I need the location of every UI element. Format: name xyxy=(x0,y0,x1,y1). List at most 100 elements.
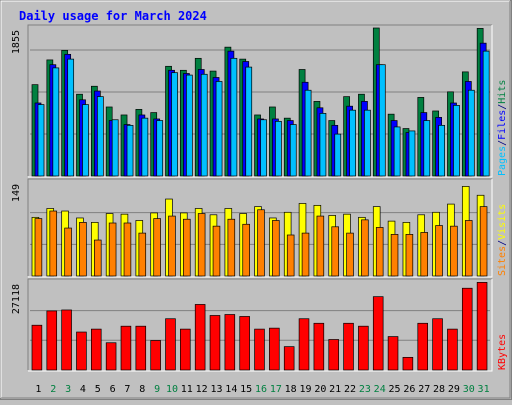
bar-pages-day-23 xyxy=(364,109,371,177)
bar-pages-day-30 xyxy=(467,89,475,177)
bar-pages-day-14 xyxy=(230,57,238,177)
day-label-10: 10 xyxy=(166,384,178,395)
day-label-12: 12 xyxy=(196,384,208,395)
bar-sites-day-5 xyxy=(94,239,102,277)
outer-bevel-dark xyxy=(1,1,511,399)
bar-kbytes-day-26 xyxy=(402,356,414,371)
bar-pages-day-22 xyxy=(349,109,356,177)
legend-part-: / xyxy=(497,104,508,110)
bar-kbytes-day-10 xyxy=(165,318,176,371)
bar-kbytes-day-6 xyxy=(105,342,117,371)
day-label-5: 5 xyxy=(95,384,101,395)
panel-hits-files-pages-ymax-label: 1855 xyxy=(11,30,22,54)
bar-kbytes-day-19 xyxy=(298,318,310,371)
day-label-24: 24 xyxy=(374,384,386,395)
day-label-9: 9 xyxy=(154,384,160,395)
bar-sites-day-16 xyxy=(257,209,265,277)
legend-part-hits: Hits xyxy=(497,80,508,104)
day-label-1: 1 xyxy=(35,384,41,395)
bar-sites-day-17 xyxy=(272,220,280,277)
bar-pages-day-29 xyxy=(453,105,460,177)
bar-pages-day-16 xyxy=(260,119,267,177)
bar-kbytes-day-2 xyxy=(46,310,58,371)
panel-visits-sites-bevel-dark xyxy=(27,178,492,276)
bar-pages-day-12 xyxy=(200,73,208,177)
panel-hits-files-pages-bevel-light xyxy=(28,25,493,178)
day-label-7: 7 xyxy=(124,384,130,395)
legend-part-visits: Visits xyxy=(497,204,508,240)
panel-hits-files-pages-legend-label: Pages/Files/Hits xyxy=(497,80,508,176)
bar-sites-day-31 xyxy=(479,206,488,277)
bar-kbytes-day-31 xyxy=(476,282,488,371)
bar-kbytes-day-8 xyxy=(135,325,147,371)
bar-sites-day-22 xyxy=(346,232,354,277)
bar-kbytes-day-9 xyxy=(150,340,161,371)
bar-sites-day-4 xyxy=(79,222,87,277)
day-label-28: 28 xyxy=(433,384,445,395)
bar-sites-day-14 xyxy=(227,218,236,277)
bar-sites-day-8 xyxy=(138,232,147,277)
legend-part-files: Files xyxy=(497,110,508,140)
bar-sites-day-12 xyxy=(197,213,206,277)
panel-hits-files-pages-bevel-dark xyxy=(27,24,492,176)
bar-kbytes-day-12 xyxy=(194,304,206,371)
bar-kbytes-day-25 xyxy=(387,336,399,371)
bar-sites-day-30 xyxy=(464,220,473,277)
bar-kbytes-day-29 xyxy=(447,328,458,371)
bar-pages-day-1 xyxy=(37,104,45,177)
bar-pages-day-4 xyxy=(82,104,89,177)
day-label-30: 30 xyxy=(463,384,475,395)
bar-sites-day-13 xyxy=(212,225,221,277)
bar-pages-day-7 xyxy=(126,124,134,177)
bar-sites-day-20 xyxy=(316,215,325,277)
bar-sites-day-27 xyxy=(420,232,428,277)
bar-pages-day-15 xyxy=(245,66,253,177)
day-label-22: 22 xyxy=(344,384,356,395)
panel-visits-sites-bevel-light xyxy=(28,179,493,278)
bar-sites-day-10 xyxy=(168,215,176,277)
legend-part-: / xyxy=(497,240,508,246)
day-label-15: 15 xyxy=(240,384,252,395)
bar-kbytes-day-20 xyxy=(313,322,325,371)
legend-part-: / xyxy=(497,140,508,146)
bar-kbytes-day-11 xyxy=(180,328,191,371)
bar-sites-day-3 xyxy=(64,227,72,277)
bar-sites-day-19 xyxy=(301,232,310,277)
bar-pages-day-10 xyxy=(171,72,178,177)
day-label-16: 16 xyxy=(255,384,267,395)
day-label-25: 25 xyxy=(389,384,401,395)
day-label-19: 19 xyxy=(299,384,311,395)
bar-sites-day-25 xyxy=(390,234,399,277)
panel-kbytes-bevel-dark xyxy=(27,278,492,370)
bar-pages-day-20 xyxy=(319,113,327,177)
bar-sites-day-26 xyxy=(405,234,414,277)
day-label-20: 20 xyxy=(314,384,326,395)
day-label-13: 13 xyxy=(210,384,222,395)
bar-pages-day-9 xyxy=(156,120,164,177)
bar-pages-day-31 xyxy=(482,50,490,177)
bar-kbytes-day-27 xyxy=(417,322,428,371)
bar-pages-day-26 xyxy=(408,130,416,177)
day-label-14: 14 xyxy=(225,384,237,395)
legend-part-sites: Sites xyxy=(497,246,508,276)
day-label-27: 27 xyxy=(418,384,430,395)
outer-bevel-light xyxy=(0,0,510,398)
day-label-26: 26 xyxy=(403,384,415,395)
bar-pages-day-8 xyxy=(141,117,149,177)
bar-pages-day-6 xyxy=(111,119,119,177)
bar-sites-day-2 xyxy=(49,210,58,277)
day-label-3: 3 xyxy=(65,384,71,395)
day-label-11: 11 xyxy=(181,384,193,395)
day-label-29: 29 xyxy=(448,384,460,395)
bar-sites-day-23 xyxy=(361,219,369,277)
bar-pages-day-13 xyxy=(215,81,223,177)
panel-visits-sites-legend-label: Sites/Visits xyxy=(497,204,508,276)
bar-sites-day-21 xyxy=(331,226,339,277)
bar-kbytes-day-14 xyxy=(224,314,236,371)
bar-pages-day-17 xyxy=(275,120,282,177)
bar-kbytes-day-22 xyxy=(343,322,354,371)
legend-part-kbytes: KBytes xyxy=(497,334,508,370)
panel-kbytes-ymax-label: 27118 xyxy=(11,284,22,314)
